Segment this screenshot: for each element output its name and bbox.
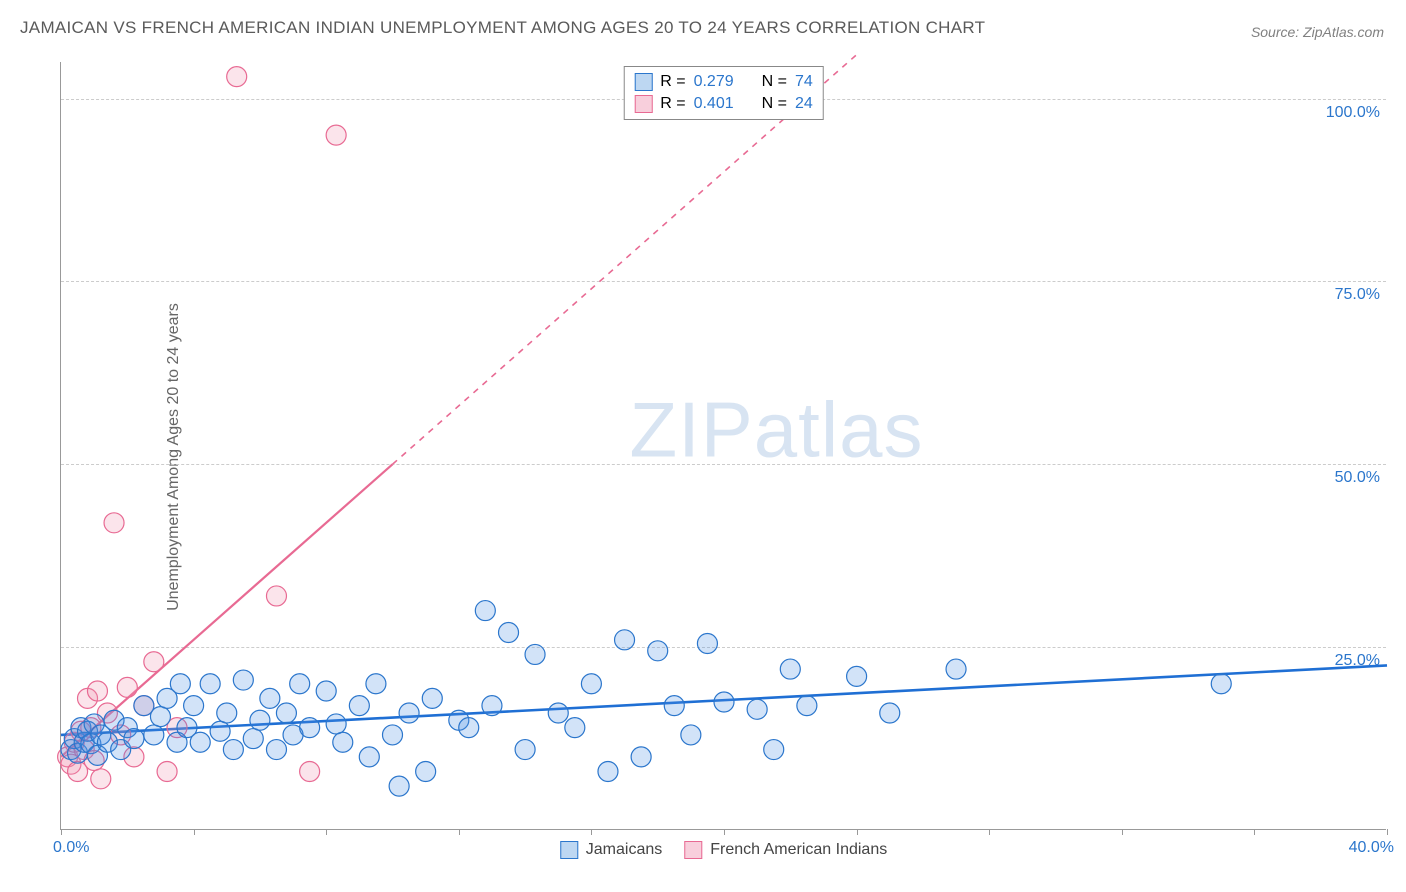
data-point xyxy=(276,703,296,723)
data-point xyxy=(459,718,479,738)
data-point xyxy=(780,659,800,679)
data-point xyxy=(747,699,767,719)
data-point xyxy=(565,718,585,738)
data-point xyxy=(482,696,502,716)
data-point xyxy=(333,732,353,752)
data-point xyxy=(681,725,701,745)
legend-row-jamaicans: R = 0.279 N = 74 xyxy=(634,71,813,93)
data-point xyxy=(326,125,346,145)
data-point xyxy=(475,601,495,621)
data-point xyxy=(399,703,419,723)
legend-n-label: N = xyxy=(762,95,787,113)
data-point xyxy=(389,776,409,796)
data-point xyxy=(150,707,170,727)
source-attribution: Source: ZipAtlas.com xyxy=(1251,24,1384,40)
data-point xyxy=(184,696,204,716)
chart-title: JAMAICAN VS FRENCH AMERICAN INDIAN UNEMP… xyxy=(20,18,985,38)
legend-n-value: 24 xyxy=(795,95,813,113)
legend-r-value: 0.279 xyxy=(694,73,734,91)
data-point xyxy=(266,586,286,606)
data-point xyxy=(170,674,190,694)
data-point xyxy=(383,725,403,745)
legend-r-label: R = xyxy=(660,95,685,113)
data-point xyxy=(349,696,369,716)
data-point xyxy=(266,740,286,760)
data-point xyxy=(1211,674,1231,694)
data-point xyxy=(664,696,684,716)
data-point xyxy=(548,703,568,723)
data-point xyxy=(290,674,310,694)
swatch-french-icon xyxy=(684,841,702,859)
data-point xyxy=(631,747,651,767)
data-point xyxy=(764,740,784,760)
data-point xyxy=(190,732,210,752)
data-point xyxy=(648,641,668,661)
x-tick xyxy=(1387,829,1388,835)
correlation-legend: R = 0.279 N = 74 R = 0.401 N = 24 xyxy=(623,66,824,120)
data-point xyxy=(124,729,144,749)
data-point xyxy=(223,740,243,760)
data-point xyxy=(300,761,320,781)
data-point xyxy=(144,725,164,745)
data-point xyxy=(117,677,137,697)
x-axis-origin: 0.0% xyxy=(53,839,89,857)
data-point xyxy=(157,761,177,781)
data-point xyxy=(144,652,164,672)
data-point xyxy=(598,761,618,781)
data-point xyxy=(326,714,346,734)
plot-region: ZIPatlas R = 0.279 N = 74 R = 0.401 N = … xyxy=(60,62,1386,830)
data-point xyxy=(366,674,386,694)
data-point xyxy=(515,740,535,760)
data-point xyxy=(260,688,280,708)
data-point xyxy=(880,703,900,723)
data-point xyxy=(416,761,436,781)
data-point xyxy=(104,513,124,533)
swatch-jamaicans xyxy=(634,73,652,91)
data-point xyxy=(422,688,442,708)
legend-r-value: 0.401 xyxy=(694,95,734,113)
data-point xyxy=(87,681,107,701)
legend-label: Jamaicans xyxy=(586,841,662,859)
legend-n-value: 74 xyxy=(795,73,813,91)
data-point xyxy=(250,710,270,730)
data-point xyxy=(210,721,230,741)
data-point xyxy=(714,692,734,712)
data-point xyxy=(359,747,379,767)
data-point xyxy=(581,674,601,694)
data-point xyxy=(91,769,111,789)
legend-r-label: R = xyxy=(660,73,685,91)
data-point xyxy=(233,670,253,690)
data-point xyxy=(217,703,237,723)
legend-row-french: R = 0.401 N = 24 xyxy=(634,93,813,115)
data-point xyxy=(797,696,817,716)
data-point xyxy=(525,644,545,664)
data-point xyxy=(200,674,220,694)
x-axis-end: 40.0% xyxy=(1349,839,1394,857)
data-point xyxy=(946,659,966,679)
data-point xyxy=(697,633,717,653)
data-point xyxy=(615,630,635,650)
legend-item-french: French American Indians xyxy=(684,841,887,859)
data-point xyxy=(300,718,320,738)
data-point xyxy=(316,681,336,701)
series-legend: Jamaicans French American Indians xyxy=(560,841,887,859)
data-point xyxy=(227,67,247,87)
data-point xyxy=(243,729,263,749)
swatch-jamaicans-icon xyxy=(560,841,578,859)
legend-item-jamaicans: Jamaicans xyxy=(560,841,662,859)
data-point xyxy=(847,666,867,686)
swatch-french xyxy=(634,95,652,113)
data-point xyxy=(499,623,519,643)
scatter-plot xyxy=(61,62,1387,830)
legend-n-label: N = xyxy=(762,73,787,91)
chart-area: Unemployment Among Ages 20 to 24 years Z… xyxy=(48,62,1388,852)
legend-label: French American Indians xyxy=(710,841,887,859)
